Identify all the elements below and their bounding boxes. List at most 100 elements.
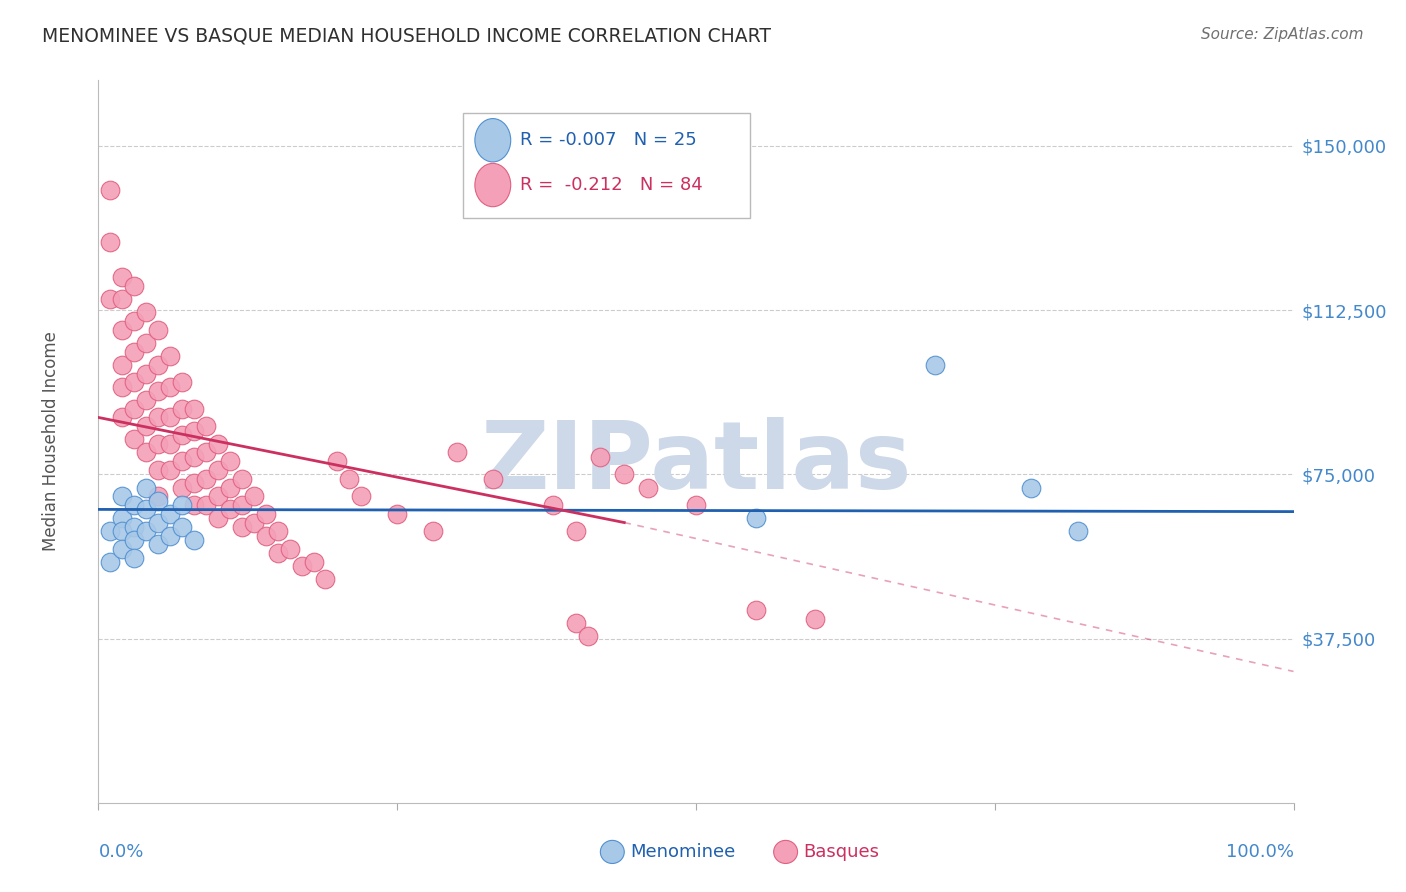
Point [183,450,205,464]
Point [111,541,134,556]
Point [745,603,768,617]
Point [183,498,205,512]
Point [159,507,181,521]
Point [804,612,827,626]
Point [111,270,134,285]
Point [135,524,157,539]
Point [135,445,157,459]
Point [195,498,218,512]
Point [98,524,122,539]
Point [111,323,134,337]
Point [135,419,157,434]
Point [135,481,157,495]
Point [111,410,134,425]
Point [111,358,134,372]
Point [254,529,277,543]
Point [267,524,290,539]
Text: 100.0%: 100.0% [1226,843,1294,861]
Point [124,550,146,565]
Point [159,436,181,450]
Point [183,424,205,438]
Point [219,454,242,468]
Point [481,472,505,486]
Point [207,463,229,477]
Point [745,511,768,525]
Point [98,183,122,197]
Point [219,502,242,516]
Point [924,358,946,372]
Point [148,493,170,508]
Point [326,454,349,468]
Point [195,419,218,434]
Point [148,384,170,399]
Point [243,516,266,530]
Point [124,314,146,328]
Point [207,436,229,450]
Point [422,524,444,539]
Point [159,410,181,425]
Point [339,472,361,486]
Text: MENOMINEE VS BASQUE MEDIAN HOUSEHOLD INCOME CORRELATION CHART: MENOMINEE VS BASQUE MEDIAN HOUSEHOLD INC… [42,27,770,45]
Point [111,489,134,503]
Point [207,489,229,503]
Point [685,498,707,512]
Point [124,376,146,390]
Point [124,498,146,512]
Text: Menominee: Menominee [630,843,735,861]
Ellipse shape [773,840,797,863]
Point [183,401,205,416]
Point [183,533,205,547]
Point [315,573,337,587]
Point [148,516,170,530]
Point [124,401,146,416]
Point [183,476,205,491]
Point [231,520,253,534]
Point [231,472,253,486]
Point [159,380,181,394]
Point [98,555,122,569]
Text: Median Household Income: Median Household Income [42,332,59,551]
Point [172,498,194,512]
Point [124,533,146,547]
Point [124,433,146,447]
Point [446,445,468,459]
Point [111,292,134,306]
Point [565,524,588,539]
Point [135,502,157,516]
Text: Basques: Basques [804,843,880,861]
Point [267,546,290,560]
Point [159,529,181,543]
Text: R = -0.007   N = 25: R = -0.007 N = 25 [520,131,697,149]
Point [159,463,181,477]
Point [637,481,659,495]
Point [148,358,170,372]
Ellipse shape [600,840,624,863]
Point [148,463,170,477]
Point [135,392,157,407]
Point [578,629,600,643]
Point [219,481,242,495]
Point [207,511,229,525]
Point [1019,481,1042,495]
Point [254,507,277,521]
Point [565,616,588,631]
Point [124,279,146,293]
Text: 0.0%: 0.0% [98,843,143,861]
Point [124,520,146,534]
Point [98,292,122,306]
Point [124,344,146,359]
FancyBboxPatch shape [463,112,749,218]
Point [589,450,612,464]
Point [350,489,373,503]
Point [148,436,170,450]
Point [135,367,157,381]
Text: Source: ZipAtlas.com: Source: ZipAtlas.com [1201,27,1364,42]
Ellipse shape [475,163,510,207]
Point [135,336,157,351]
Point [231,498,253,512]
Point [195,472,218,486]
Point [243,489,266,503]
Point [195,445,218,459]
Point [98,235,122,250]
Ellipse shape [475,119,510,162]
